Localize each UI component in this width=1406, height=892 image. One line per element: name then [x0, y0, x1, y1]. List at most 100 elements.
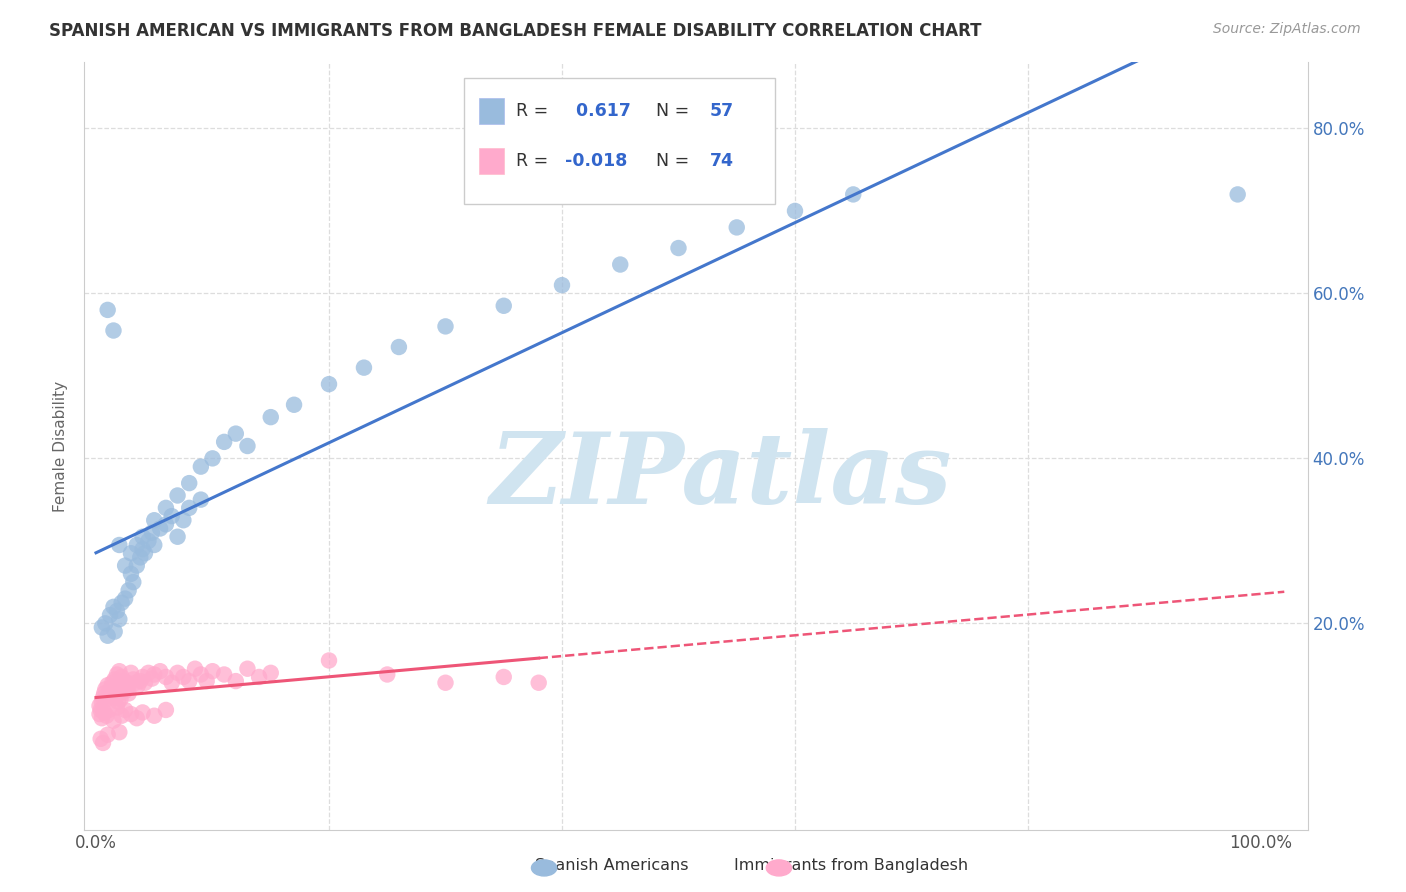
- Point: [353, 360, 375, 375]
- Text: Source: ZipAtlas.com: Source: ZipAtlas.com: [1213, 22, 1361, 37]
- Point: [225, 674, 247, 689]
- Point: [117, 681, 139, 695]
- Point: [725, 220, 748, 235]
- Point: [122, 575, 145, 590]
- Point: [89, 707, 111, 722]
- Point: [114, 684, 136, 698]
- Point: [131, 670, 153, 684]
- Point: [375, 667, 398, 681]
- Point: [97, 302, 120, 317]
- Text: 0.617: 0.617: [569, 102, 631, 120]
- Point: [108, 538, 131, 552]
- Point: [120, 546, 142, 560]
- Point: [111, 596, 134, 610]
- Point: [551, 278, 574, 293]
- Point: [842, 187, 865, 202]
- Point: [125, 711, 148, 725]
- Point: [127, 678, 149, 692]
- Point: [114, 558, 136, 573]
- Point: [247, 670, 270, 684]
- Point: [166, 488, 188, 502]
- FancyBboxPatch shape: [479, 98, 503, 124]
- Point: [103, 599, 125, 614]
- Text: -0.018: -0.018: [565, 152, 627, 169]
- Point: [115, 675, 138, 690]
- Text: N =: N =: [655, 102, 689, 120]
- Point: [160, 509, 183, 524]
- Point: [108, 612, 131, 626]
- Point: [129, 550, 152, 565]
- FancyBboxPatch shape: [479, 148, 503, 174]
- Point: [90, 620, 112, 634]
- Point: [96, 708, 118, 723]
- Point: [90, 731, 112, 746]
- Point: [104, 690, 127, 705]
- Point: [668, 241, 690, 255]
- Point: [190, 667, 212, 681]
- Point: [105, 667, 128, 681]
- Point: [190, 459, 212, 474]
- Text: R =: R =: [516, 102, 548, 120]
- Point: [236, 662, 259, 676]
- Text: 57: 57: [710, 102, 734, 120]
- Point: [179, 674, 201, 689]
- Point: [125, 558, 148, 573]
- Point: [103, 714, 125, 728]
- Point: [122, 673, 145, 687]
- Point: [120, 665, 142, 680]
- Point: [143, 708, 166, 723]
- Point: [527, 675, 550, 690]
- Point: [117, 583, 139, 598]
- Point: [141, 672, 163, 686]
- Point: [155, 703, 177, 717]
- Point: [195, 674, 218, 689]
- Point: [212, 667, 235, 681]
- Point: [225, 426, 247, 441]
- Point: [318, 653, 340, 667]
- Point: [108, 725, 131, 739]
- Point: [89, 698, 111, 713]
- Point: [97, 689, 120, 703]
- Point: [91, 736, 114, 750]
- Point: [138, 665, 160, 680]
- Point: [134, 546, 156, 560]
- Point: [124, 675, 146, 690]
- Text: R =: R =: [516, 152, 548, 169]
- Point: [143, 667, 166, 681]
- Point: [609, 258, 631, 272]
- Point: [388, 340, 411, 354]
- Point: [97, 678, 120, 692]
- Point: [131, 542, 153, 557]
- Y-axis label: Female Disability: Female Disability: [53, 380, 69, 512]
- Point: [103, 686, 125, 700]
- Point: [97, 728, 120, 742]
- Point: [160, 675, 183, 690]
- Point: [114, 703, 136, 717]
- Text: SPANISH AMERICAN VS IMMIGRANTS FROM BANGLADESH FEMALE DISABILITY CORRELATION CHA: SPANISH AMERICAN VS IMMIGRANTS FROM BANG…: [49, 22, 981, 40]
- Point: [111, 678, 134, 692]
- Point: [90, 711, 112, 725]
- Point: [93, 686, 115, 700]
- Text: N =: N =: [655, 152, 689, 169]
- Point: [143, 513, 166, 527]
- Point: [172, 670, 194, 684]
- Point: [172, 513, 194, 527]
- Point: [149, 664, 172, 678]
- Point: [114, 591, 136, 606]
- Point: [94, 682, 117, 697]
- Text: Spanish Americans: Spanish Americans: [534, 858, 689, 873]
- Point: [97, 629, 120, 643]
- Point: [107, 695, 129, 709]
- Point: [111, 670, 134, 684]
- Point: [434, 675, 457, 690]
- Point: [179, 500, 201, 515]
- Point: [236, 439, 259, 453]
- Point: [94, 616, 117, 631]
- Point: [141, 525, 163, 540]
- Point: [131, 530, 153, 544]
- Point: [166, 530, 188, 544]
- Point: [492, 670, 515, 684]
- Point: [434, 319, 457, 334]
- Point: [90, 695, 112, 709]
- Point: [120, 566, 142, 581]
